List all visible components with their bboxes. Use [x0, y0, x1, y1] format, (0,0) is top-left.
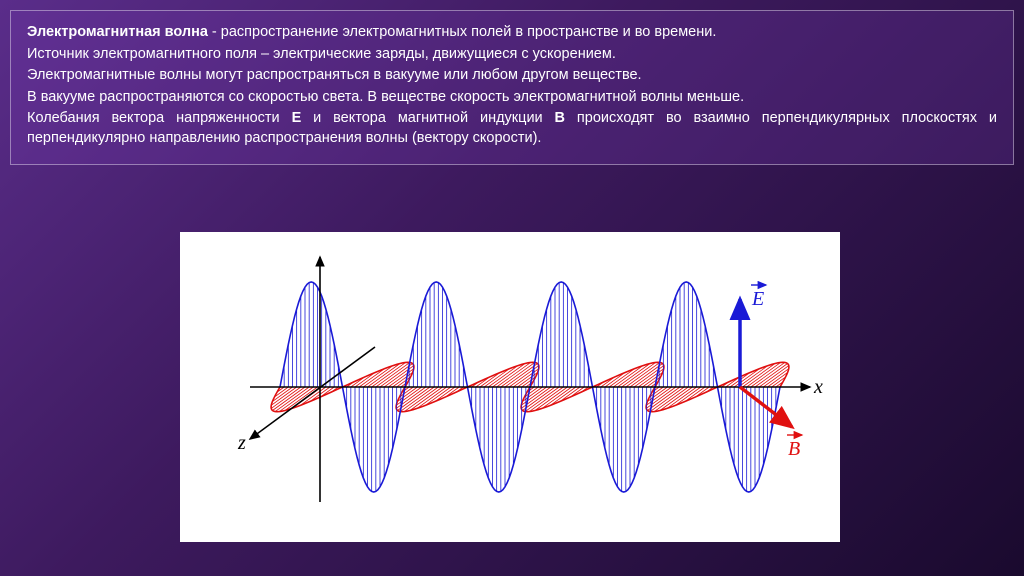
label-x: x: [813, 376, 823, 398]
wave-svg: x z E B: [180, 232, 840, 542]
b-vector-arrow: [740, 387, 792, 427]
line-1: Электромагнитная волна - распространение…: [27, 23, 997, 43]
svg-text:x: x: [813, 376, 823, 398]
definition-panel: Электромагнитная волна - распространение…: [10, 10, 1014, 165]
svg-text:B: B: [788, 438, 800, 460]
svg-text:z: z: [237, 432, 246, 454]
label-E: E: [751, 285, 766, 310]
label-z: z: [237, 432, 246, 454]
vector-E: E: [292, 110, 302, 126]
line-5: Колебания вектора напряженности E и вект…: [27, 109, 997, 148]
svg-text:E: E: [751, 288, 764, 310]
z-axis: [250, 347, 375, 439]
line-3: Электромагнитные волны могут распростран…: [27, 66, 997, 86]
em-wave-diagram: x z E B: [180, 232, 840, 542]
term: Электромагнитная волна: [27, 24, 208, 40]
line1-rest: - распространение электромагнитных полей…: [208, 24, 716, 40]
vector-B: B: [555, 110, 565, 126]
label-B: B: [787, 435, 802, 460]
line-4: В вакууме распространяются со скоростью …: [27, 88, 997, 108]
line-2: Источник электромагнитного поля – электр…: [27, 45, 997, 65]
